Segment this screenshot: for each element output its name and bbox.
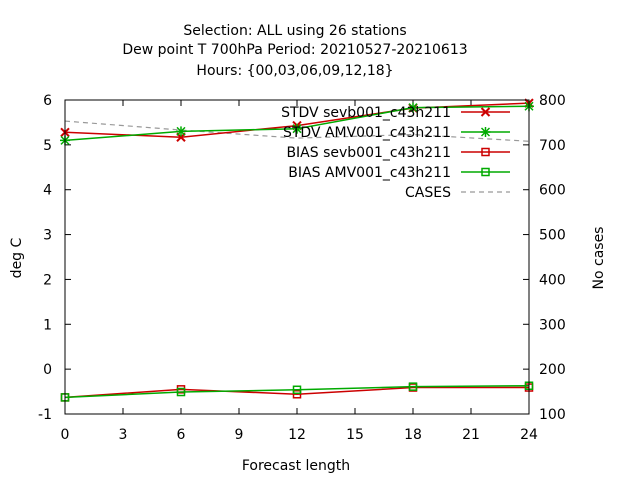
data-point (292, 123, 302, 134)
series-line-bias-sevb001-c43h211 (64, 386, 529, 399)
x-tick-label: 0 (61, 427, 70, 443)
data-point (176, 387, 186, 397)
y-tick-label: 3 (43, 228, 52, 244)
legend-entry: CASES (405, 185, 510, 201)
legend-entry: STDV sevb001_c43h211 (281, 105, 510, 121)
legend-label: STDV AMV001_c43h211 (283, 125, 451, 141)
y-tick-label: 2 (43, 272, 52, 288)
y-tick-label: 5 (43, 138, 52, 154)
legend-marker (481, 167, 490, 177)
y2-axis-label: No cases (591, 227, 607, 290)
x-tick-label: 3 (119, 427, 128, 443)
y-tick-label: 0 (43, 362, 52, 378)
legend: STDV sevb001_c43h211 STDV AMV001_c43h211 B… (281, 105, 510, 201)
legend-label: CASES (405, 185, 451, 201)
legend-label: STDV sevb001_c43h211 (281, 105, 451, 121)
data-point (176, 126, 186, 137)
x-tick-label: 9 (235, 427, 244, 443)
data-point (292, 390, 302, 399)
axis-ticks: 0 3 6 9 12 15 18 21 24-1012345610020030040050060… (38, 93, 566, 443)
plot-frame (64, 99, 530, 415)
y-axis-label: deg C (9, 237, 25, 278)
x-tick-label: 12 (288, 427, 306, 443)
y2-tick-label: 300 (539, 317, 566, 333)
series-line-bias-amv001-c43h211 (64, 384, 530, 399)
legend-entry: BIAS AMV001_c43h211 (288, 165, 510, 181)
y2-tick-label: 400 (539, 272, 566, 288)
y2-tick-label: 100 (539, 407, 566, 423)
legend-marker (480, 127, 491, 137)
title-line-1: Selection: ALL using 26 stations (183, 23, 406, 39)
title-line-3: Hours: {00,03,06,09,12,18} (196, 63, 393, 79)
legend-label: BIAS AMV001_c43h211 (288, 165, 451, 181)
y2-tick-label: 800 (539, 93, 566, 109)
data-point (408, 382, 418, 391)
y2-tick-label: 600 (539, 183, 566, 199)
x-tick-label: 21 (462, 427, 480, 443)
x-axis-label: Forecast length (242, 458, 350, 474)
data-point (292, 385, 302, 395)
x-tick-label: 6 (177, 427, 186, 443)
legend-label: BIAS sevb001_c43h211 (286, 145, 451, 161)
legend-entry: BIAS sevb001_c43h211 (286, 145, 510, 161)
data-point (408, 102, 418, 113)
y2-tick-label: 500 (539, 228, 566, 244)
y-tick-label: 6 (43, 93, 52, 109)
y2-tick-label: 200 (539, 362, 566, 378)
chart-title: Selection: ALL using 26 stations Dew poi… (122, 23, 467, 79)
x-tick-label: 24 (520, 427, 538, 443)
title-line-2: Dew point T 700hPa Period: 20210527-2021… (122, 42, 467, 58)
x-tick-label: 18 (404, 427, 422, 443)
series-cases (64, 120, 530, 142)
y-tick-label: -1 (38, 407, 52, 423)
y-tick-label: 1 (43, 317, 52, 333)
legend-marker (481, 147, 490, 157)
legend-marker (480, 107, 491, 117)
legend-entry: STDV AMV001_c43h211 (283, 125, 510, 141)
marker-stroke (480, 107, 491, 117)
y-tick-label: 4 (43, 183, 52, 199)
series-line-cases (64, 120, 530, 142)
x-tick-label: 15 (346, 427, 364, 443)
y2-tick-label: 700 (539, 138, 566, 154)
